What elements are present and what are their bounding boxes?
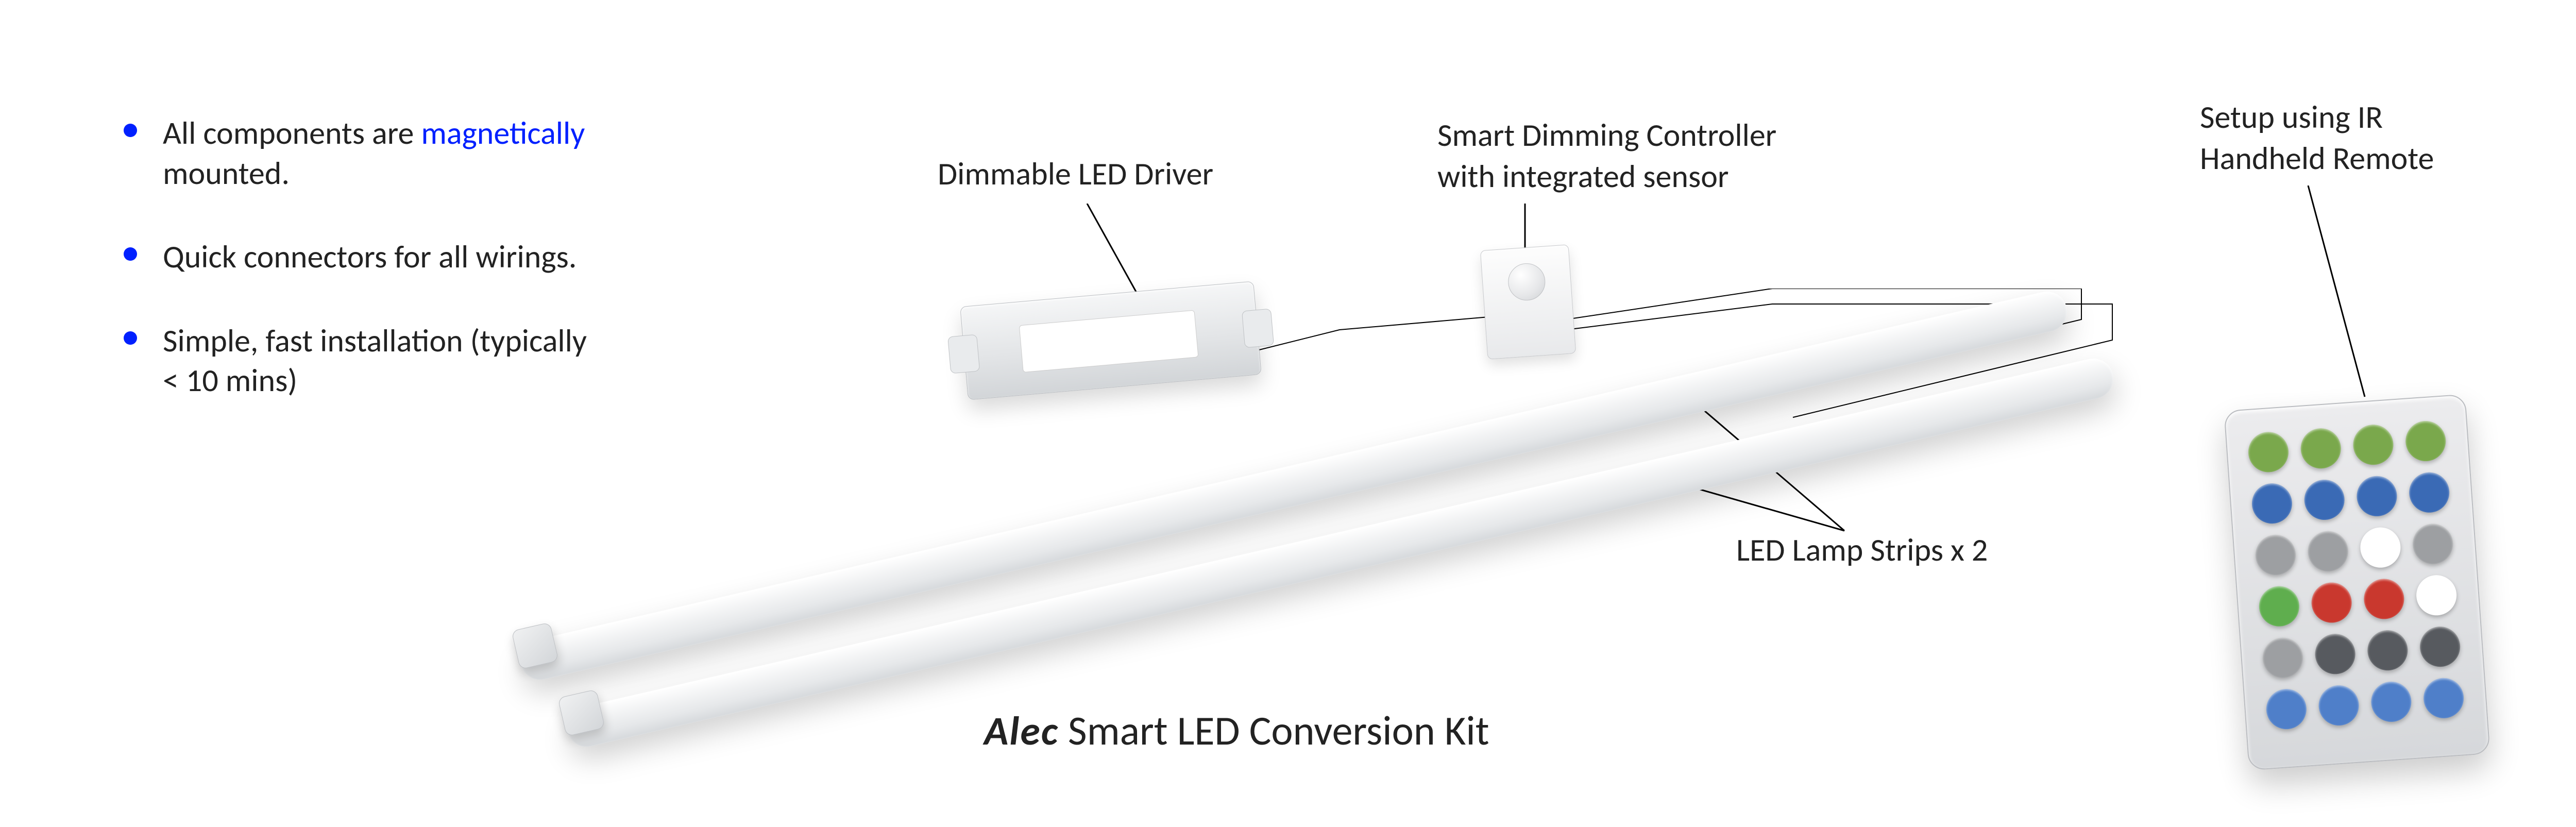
- remote-button: [2307, 530, 2349, 572]
- led-driver-device: [960, 281, 1262, 400]
- product-title: Alec Smart LED Conversion Kit: [984, 706, 1489, 756]
- remote-leader-line: [2287, 185, 2375, 402]
- sensor-label-line1: Smart Dimming Controller: [1437, 116, 1776, 154]
- product-name: Smart LED Conversion Kit: [1059, 706, 1489, 756]
- bullet-1-post: mounted.: [163, 154, 290, 193]
- driver-label: Dimmable LED Driver: [938, 155, 1213, 193]
- remote-button: [2363, 578, 2405, 620]
- remote-button: [2254, 533, 2297, 576]
- remote-button: [2422, 677, 2465, 719]
- dimming-sensor-device: [1480, 244, 1576, 359]
- remote-button: [2415, 574, 2458, 617]
- bullet-text: All components are magnetically mounted.: [163, 113, 587, 193]
- driver-connector-left: [947, 334, 980, 374]
- driver-connector-right: [1242, 309, 1274, 348]
- driver-leader-line: [1077, 204, 1149, 301]
- remote-button: [2412, 522, 2454, 565]
- remote-button: [2352, 424, 2395, 466]
- bullet-dot-icon: [124, 247, 137, 261]
- brand-name: Alec: [984, 706, 1059, 755]
- bullet-1-pre: All components are: [163, 113, 421, 153]
- remote-button: [2310, 581, 2353, 624]
- remote-button: [2366, 629, 2409, 672]
- remote-button: [2265, 688, 2308, 731]
- remote-button-grid: [2247, 419, 2466, 731]
- remote-button: [2355, 475, 2398, 517]
- remote-label-line1: Setup using IR: [2200, 98, 2383, 136]
- remote-button: [2261, 636, 2304, 679]
- remote-button: [2408, 471, 2451, 514]
- bullet-3-text: Simple, fast installation (typically < 1…: [163, 321, 587, 401]
- bullet-dot-icon: [124, 331, 137, 345]
- bullet-1-emphasis: magnetically: [421, 113, 585, 153]
- bullet-2-text: Quick connectors for all wirings.: [163, 237, 577, 277]
- remote-button: [2250, 482, 2293, 525]
- bullet-item: Quick connectors for all wirings.: [124, 237, 587, 277]
- remote-button: [2359, 526, 2402, 569]
- bullet-dot-icon: [124, 124, 137, 137]
- remote-button: [2303, 478, 2346, 521]
- remote-button: [2404, 419, 2447, 462]
- infographic-canvas: All components are magnetically mounted.…: [0, 0, 2576, 827]
- remote-button: [2370, 680, 2413, 723]
- remote-button: [2314, 633, 2357, 676]
- remote-button: [2317, 684, 2360, 727]
- remote-button: [2418, 625, 2461, 668]
- sensor-label-line2: with integrated sensor: [1437, 157, 1729, 195]
- feature-bullet-list: All components are magnetically mounted.…: [124, 113, 587, 445]
- remote-button: [2258, 585, 2300, 628]
- remote-label-line2: Handheld Remote: [2200, 139, 2434, 177]
- bullet-item: All components are magnetically mounted.: [124, 113, 587, 193]
- driver-label-plate: [1019, 310, 1199, 373]
- strips-label: LED Lamp Strips x 2: [1736, 531, 1988, 569]
- bullet-item: Simple, fast installation (typically < 1…: [124, 321, 587, 401]
- ir-remote-device: [2224, 394, 2490, 770]
- remote-button: [2247, 431, 2290, 474]
- remote-button: [2299, 427, 2342, 470]
